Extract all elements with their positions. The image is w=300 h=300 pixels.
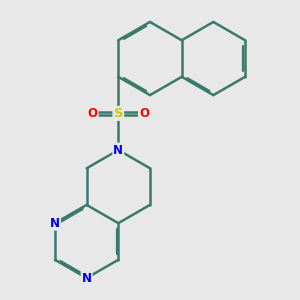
Text: N: N [113, 143, 123, 157]
Text: S: S [113, 107, 123, 120]
Text: O: O [88, 107, 98, 120]
Text: N: N [50, 217, 60, 230]
Text: N: N [82, 272, 92, 284]
Text: O: O [139, 107, 149, 120]
